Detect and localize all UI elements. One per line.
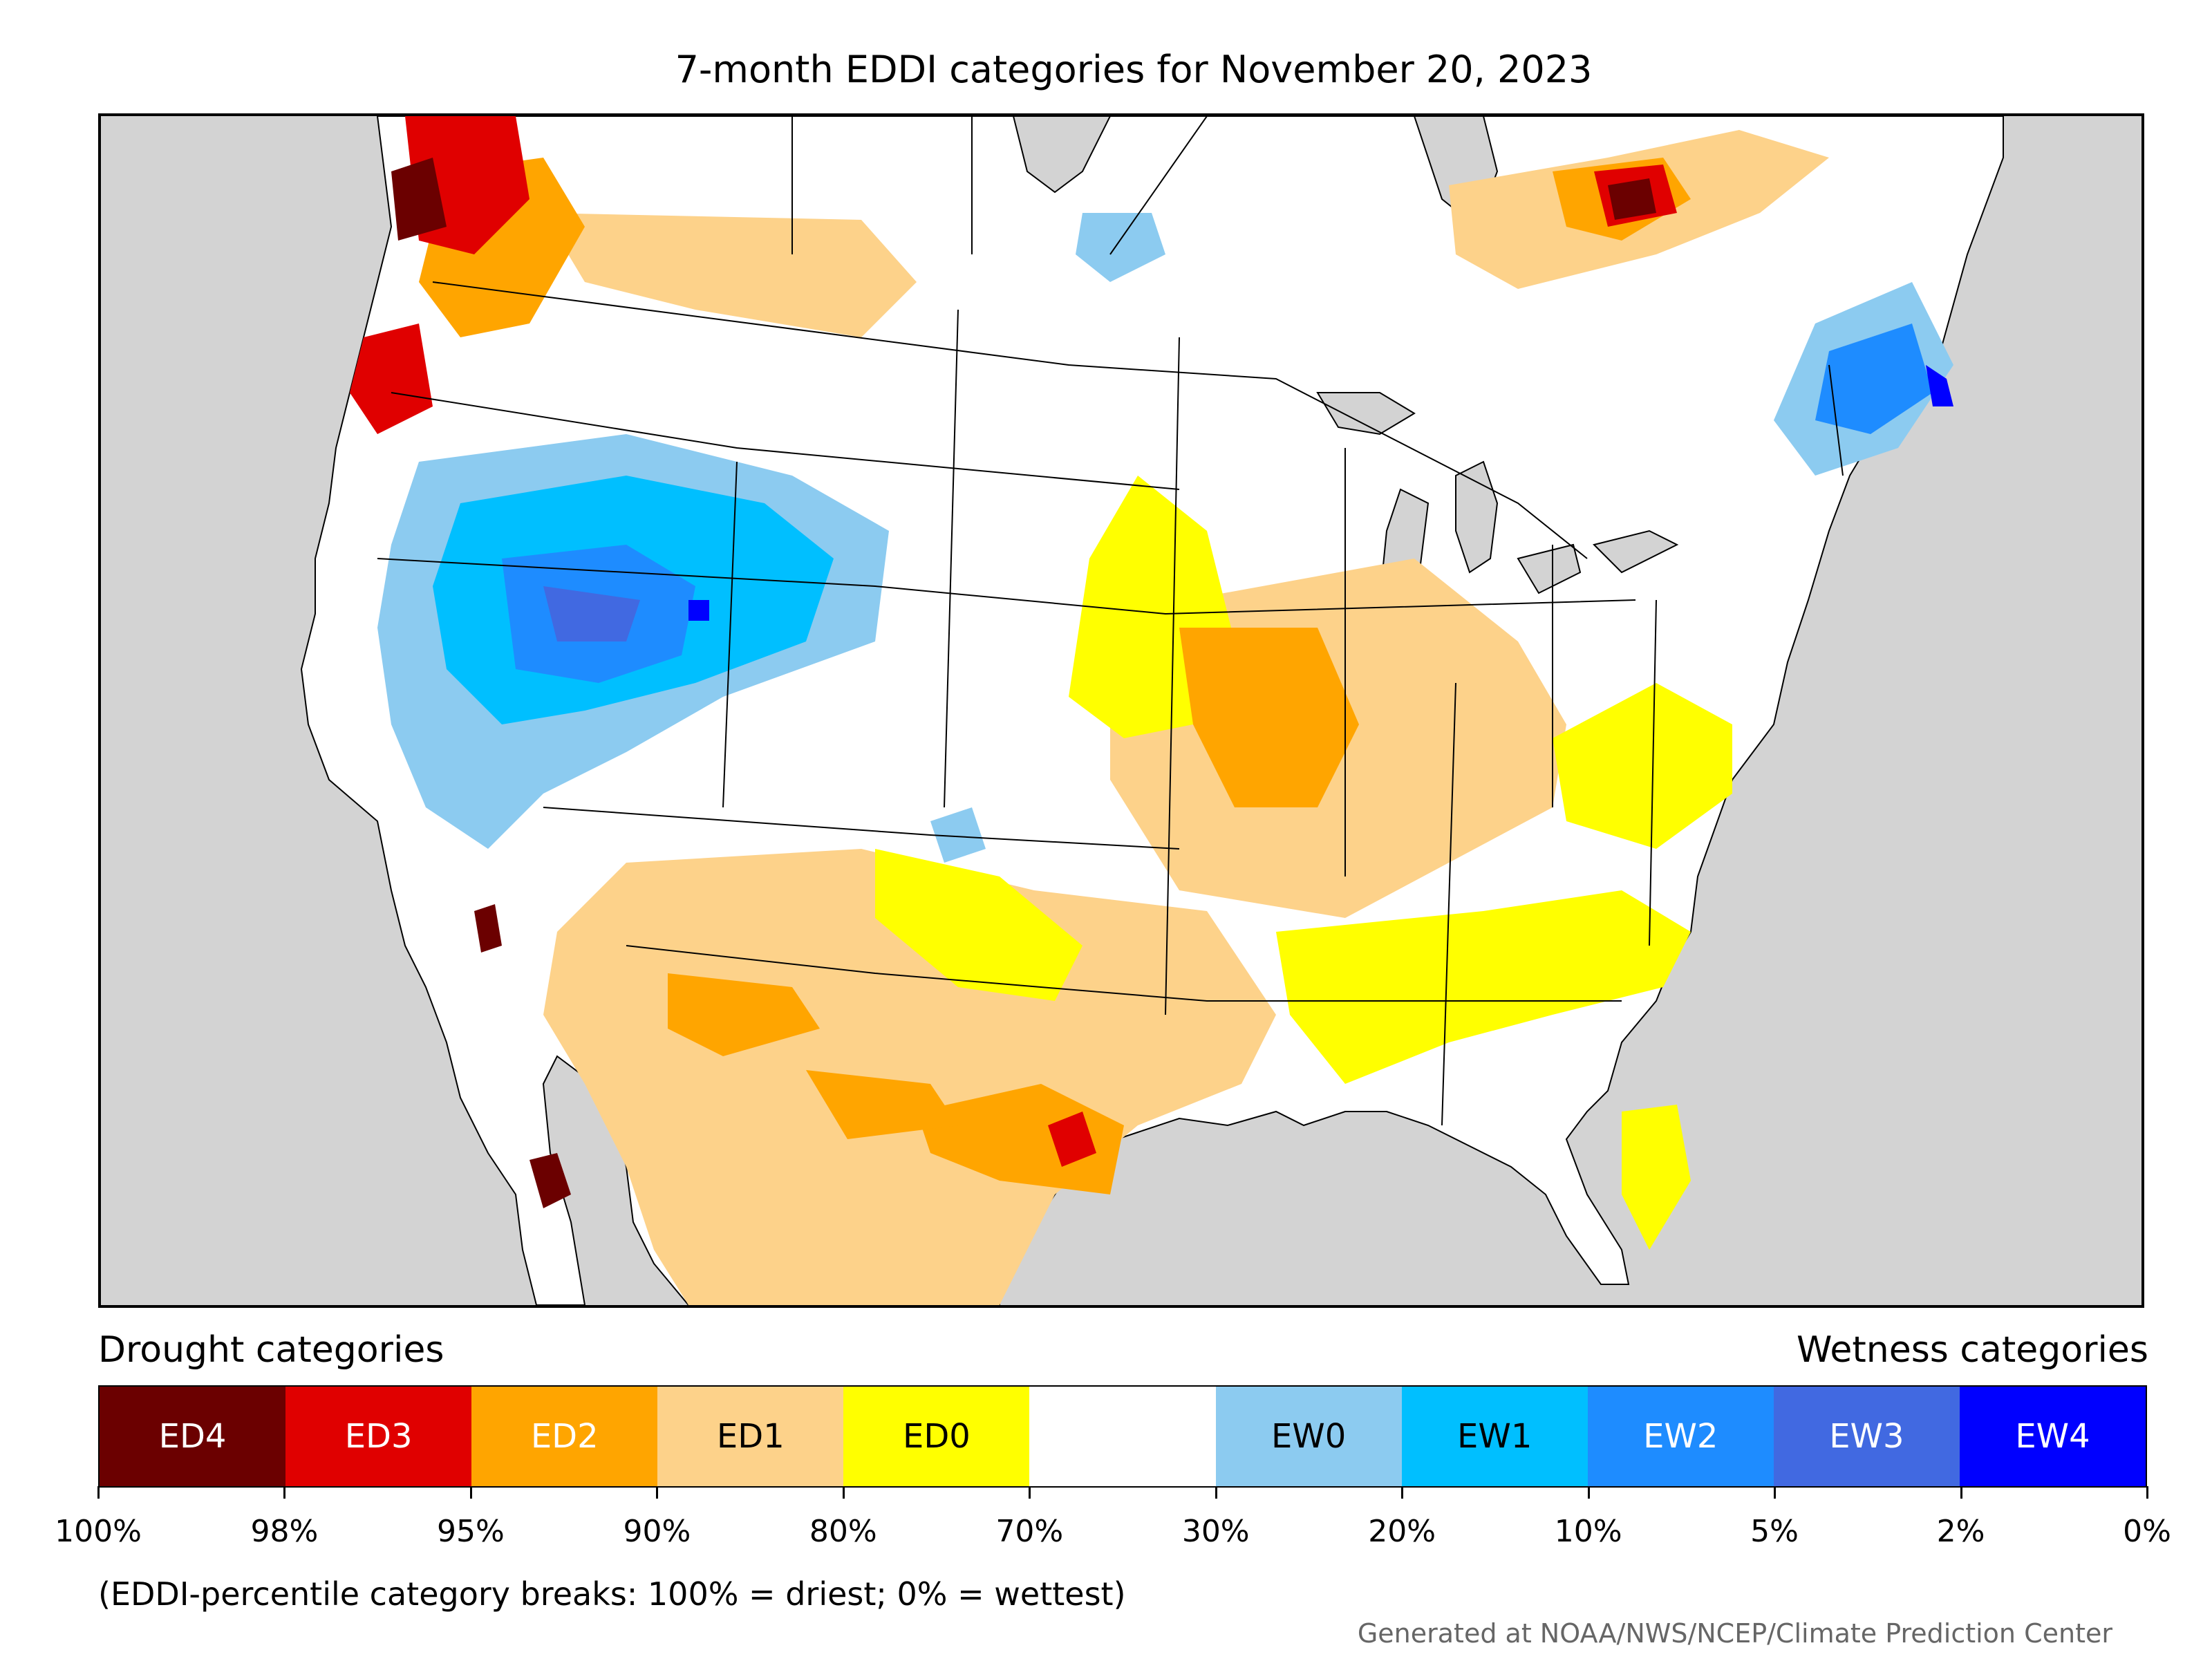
colorbar-ticks [97,1486,2148,1500]
colorbar-tick [656,1486,659,1499]
colorbar-segment-ed0: ED0 [843,1387,1030,1486]
colorbar-tick-label: 98% [250,1514,319,1549]
colorbar-tick [1587,1486,1590,1499]
colorbar-tick-label: 90% [623,1514,691,1549]
colorbar-segment-normal [1029,1387,1216,1486]
colorbar-tick [283,1486,286,1499]
colorbar-tick-label: 10% [1554,1514,1622,1549]
map-canvas [300,116,2004,1305]
colorbar-segment-ed4: ED4 [100,1387,286,1486]
colorbar-tick [1401,1486,1404,1499]
colorbar-tick [2146,1486,2148,1499]
colorbar-tick [97,1486,100,1499]
colorbar-tick [842,1486,845,1499]
colorbar-segment-ew1: EW1 [1401,1387,1588,1486]
wetness-categories-heading: Wetness categories [1797,1329,2148,1371]
colorbar-segment-ed1: ED1 [657,1387,844,1486]
colorbar-tick [1215,1486,1217,1499]
colorbar-tick-labels: 100% 98% 95% 90% 80% 70% 30% 20% 10% 5% 2% 0% [55,1512,2171,1554]
colorbar-segment-ew2: EW2 [1587,1387,1774,1486]
colorbar-segment-ew4: EW4 [1959,1387,2146,1486]
colorbar-tick-label: 30% [1181,1514,1250,1549]
colorbar-segment-ew3: EW3 [1773,1387,1960,1486]
colorbar-tick-label: 2% [1936,1514,1985,1549]
colorbar-tick-label: 100% [55,1514,142,1549]
source-credit: Generated at NOAA/NWS/NCEP/Climate Predi… [1357,1618,2112,1649]
boundary-lines [377,116,1844,1126]
colorbar-segment-ed2: ED2 [471,1387,658,1486]
eddi-map [98,113,2144,1308]
colorbar-segment-ew0: EW0 [1215,1387,1402,1486]
colorbar-tick-label: 0% [2123,1514,2171,1549]
drought-categories-heading: Drought categories [98,1329,444,1371]
colorbar-tick-label: 70% [995,1514,1064,1549]
colorbar-tick-label: 95% [437,1514,505,1549]
colorbar-tick-label: 5% [1750,1514,1799,1549]
colorbar-tick [1774,1486,1777,1499]
category-break-note: (EDDI-percentile category breaks: 100% =… [98,1575,1126,1613]
category-colorbar: ED4 ED3 ED2 ED1 ED0 EW0 EW1 EW2 EW3 EW4 [98,1385,2147,1488]
colorbar-tick [469,1486,472,1499]
colorbar-tick-label: 80% [809,1514,877,1549]
map-title: 7-month EDDI categories for November 20,… [675,48,1593,91]
colorbar-tick [1960,1486,1962,1499]
colorbar-segment-ed3: ED3 [285,1387,472,1486]
colorbar-tick-label: 20% [1368,1514,1436,1549]
colorbar-tick [1029,1486,1031,1499]
